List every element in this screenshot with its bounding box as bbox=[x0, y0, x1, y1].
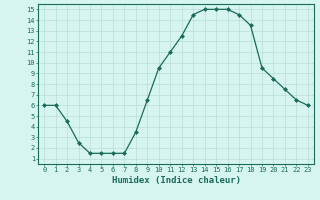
X-axis label: Humidex (Indice chaleur): Humidex (Indice chaleur) bbox=[111, 176, 241, 185]
